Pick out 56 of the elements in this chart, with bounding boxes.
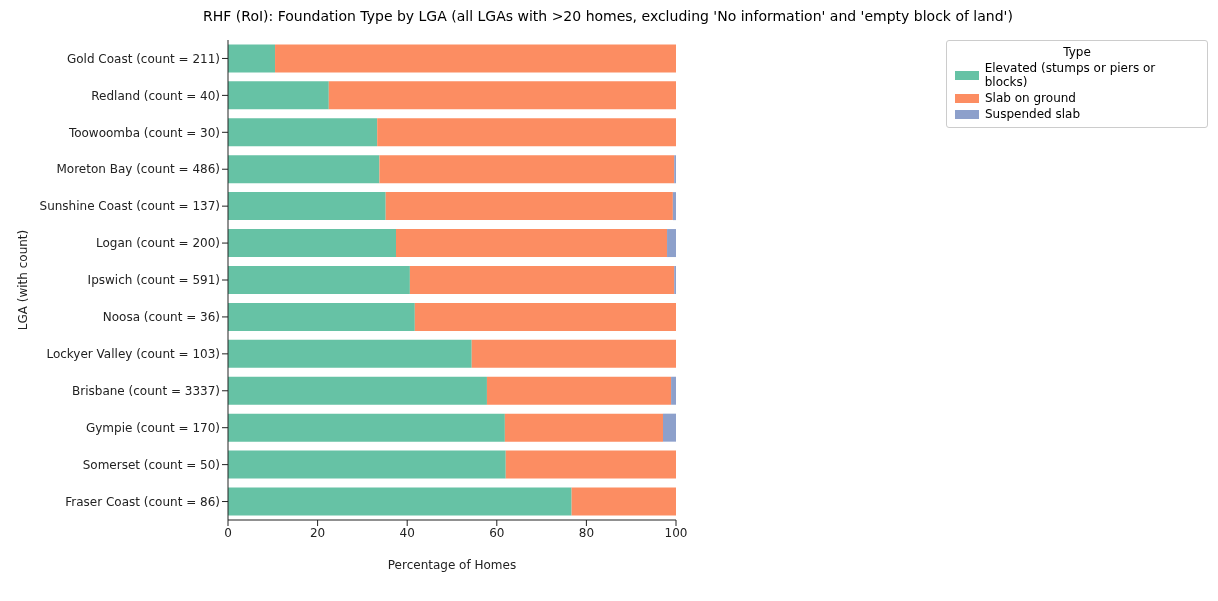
x-tick-label: 40 <box>399 525 415 540</box>
bar <box>409 265 675 294</box>
bar <box>228 413 505 442</box>
x-tick-label: 100 <box>664 525 688 540</box>
y-tick-label: Toowoomba (count = 30) <box>67 125 220 140</box>
bar <box>663 413 676 442</box>
x-tick-label: 80 <box>578 525 595 540</box>
x-tick-label: 60 <box>489 525 505 540</box>
y-tick-label: Moreton Bay (count = 486) <box>56 162 220 177</box>
bar <box>385 192 673 221</box>
x-tick-label: 0 <box>224 525 232 540</box>
bar <box>228 265 410 294</box>
y-tick-label: Logan (count = 200) <box>95 236 220 251</box>
y-tick-label: Gold Coast (count = 211) <box>66 51 220 66</box>
bar <box>228 302 415 331</box>
bar <box>228 81 329 110</box>
bar <box>275 44 676 73</box>
bar <box>228 376 487 405</box>
bar <box>672 192 676 221</box>
bar <box>228 229 396 258</box>
legend-title: Type <box>1062 45 1092 59</box>
bar <box>505 450 676 479</box>
bar <box>228 450 506 479</box>
bar <box>667 229 676 258</box>
bar <box>379 155 675 184</box>
x-tick-label: 20 <box>309 525 326 540</box>
y-tick-label: Ipswich (count = 591) <box>87 273 220 288</box>
bar <box>571 487 676 516</box>
bar <box>228 44 276 73</box>
y-tick-label: Fraser Coast (count = 86) <box>65 494 220 509</box>
bar <box>228 192 386 221</box>
y-tick-label: Somerset (count = 50) <box>82 457 220 472</box>
y-tick-label: Noosa (count = 36) <box>102 310 220 325</box>
bar <box>328 81 676 110</box>
bar <box>396 229 668 258</box>
bar <box>228 118 378 147</box>
y-tick-label: Lockyer Valley (count = 103) <box>46 347 220 362</box>
bar <box>504 413 664 442</box>
legend-label: Slab on ground <box>985 91 1076 105</box>
legend-label: Suspended slab <box>985 107 1081 121</box>
y-tick-label: Brisbane (count = 3337) <box>72 384 220 399</box>
legend-label: Elevated (stumps or piers or blocks) <box>984 61 1157 89</box>
bar <box>671 376 676 405</box>
bar <box>228 339 472 368</box>
bar <box>377 118 676 147</box>
y-tick-label: Redland (count = 40) <box>91 88 220 103</box>
y-axis-title: LGA (with count) <box>16 229 31 331</box>
bar <box>228 487 572 516</box>
x-axis-title: Percentage of Homes <box>387 557 517 572</box>
chart-title: RHF (RoI): Foundation Type by LGA (all LGAs with >20 homes, excluding 'No information' and 'empty block of land') <box>202 8 1014 26</box>
bar <box>471 339 676 368</box>
bar <box>414 302 676 331</box>
bar <box>228 155 380 184</box>
y-tick-label: Gympie (count = 170) <box>85 420 220 435</box>
y-tick-label: Sunshine Coast (count = 137) <box>39 199 220 214</box>
bar <box>486 376 672 405</box>
